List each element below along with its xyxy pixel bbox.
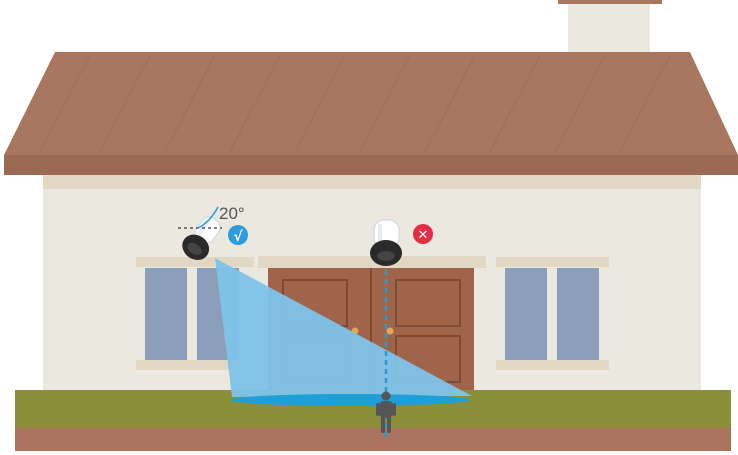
correct-mark: √ [233,229,243,245]
incorrect-mark: ✕ [418,228,429,243]
angle-label: 20° [219,204,245,223]
right-window [496,257,609,370]
chimney [558,0,662,56]
correct-check-icon: √ [228,225,248,245]
incorrect-cross-icon: ✕ [413,224,433,244]
person-icon [376,391,396,433]
detection-beam [215,258,472,406]
straight-camera-icon [370,219,402,266]
tilted-camera-icon [182,216,222,260]
door-knob-right [386,327,394,335]
ground [15,390,731,451]
roof [4,52,738,175]
angle-indicator: 20° [178,204,245,229]
